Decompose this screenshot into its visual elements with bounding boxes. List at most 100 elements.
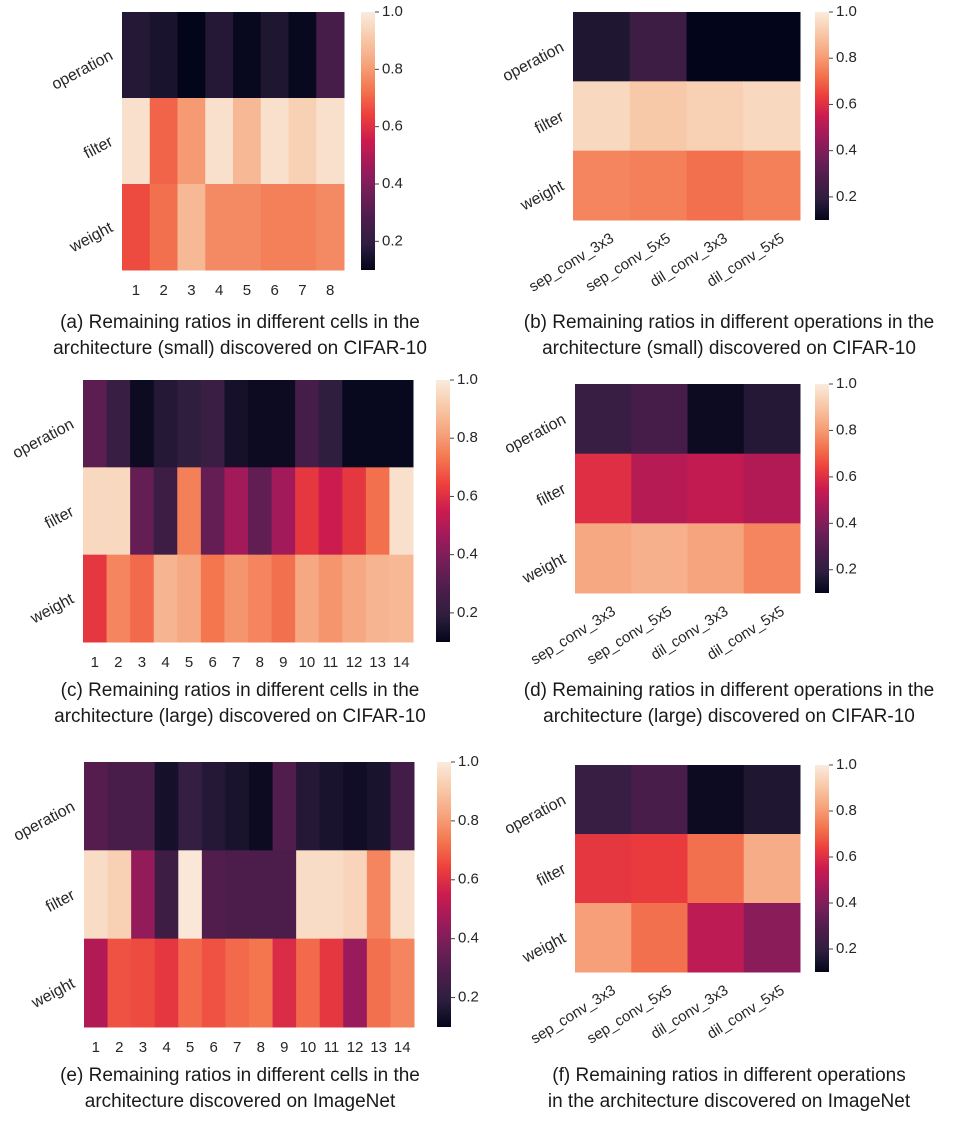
colorbar-tick-label-d-4: 1.0: [836, 375, 857, 392]
heatmap-cell-e-0-4: [178, 762, 203, 851]
heatmap-cell-e-0-5: [201, 762, 226, 851]
heatmap-cell-c-0-6: [224, 380, 249, 468]
colorbar-tick-label-c-2: 0.6: [457, 487, 478, 504]
heatmap-cell-c-0-10: [318, 380, 343, 468]
heatmap-cell-d-1-2: [687, 453, 745, 524]
heatmap-cell-a-1-1: [149, 98, 178, 185]
heatmap-cell-e-2-11: [343, 938, 368, 1028]
col-label-e-3: 4: [162, 1039, 170, 1056]
heatmap-cell-b-1-1: [629, 81, 687, 152]
heatmap-cell-f-2-1: [631, 903, 688, 973]
colorbar-b: [815, 12, 829, 220]
heatmap-cell-c-0-12: [365, 380, 390, 468]
colorbar-tick-label-a-3: 0.8: [382, 60, 403, 77]
heatmap-cell-c-1-6: [224, 467, 249, 556]
heatmap-cell-d-1-1: [631, 453, 688, 524]
heatmap-cell-d-1-3: [743, 453, 801, 524]
colorbar-e: [437, 762, 451, 1027]
heatmap-cell-e-0-8: [272, 762, 297, 851]
heatmap-cell-e-1-4: [178, 850, 203, 940]
heatmap-cell-c-0-13: [389, 380, 414, 468]
row-label-b-0: operation: [500, 39, 567, 85]
caption-b-line2: architecture (small) discovered on CIFAR…: [542, 338, 916, 359]
heatmap-cell-a-0-7: [316, 12, 345, 99]
col-label-e-8: 9: [280, 1039, 288, 1056]
heatmap-cell-e-2-9: [296, 938, 321, 1028]
heatmap-cell-c-2-5: [200, 554, 225, 643]
row-label-d-0: operation: [502, 411, 569, 457]
heatmap-cell-a-0-5: [260, 12, 289, 99]
col-label-c-5: 6: [208, 654, 216, 671]
colorbar-c: [436, 380, 450, 642]
col-label-a-1: 2: [159, 282, 167, 299]
col-label-c-11: 12: [346, 654, 363, 671]
col-label-c-0: 1: [91, 654, 99, 671]
heatmap-cell-b-0-2: [686, 12, 744, 82]
heatmap-cell-e-0-2: [131, 762, 156, 851]
heatmap-cell-b-2-0: [573, 150, 631, 221]
colorbar-tick-label-f-4: 1.0: [836, 756, 857, 773]
heatmap-cell-f-1-2: [687, 834, 745, 904]
heatmap-cell-c-2-12: [365, 554, 390, 643]
heatmap-cell-a-2-6: [288, 184, 317, 271]
caption-f-line1: (f) Remaining ratios in different operat…: [552, 1065, 906, 1086]
heatmap-cell-e-0-6: [225, 762, 250, 851]
heatmap-cell-c-0-3: [153, 380, 178, 468]
caption-c-line1: (c) Remaining ratios in different cells …: [60, 680, 420, 701]
caption-d: (d) Remaining ratios in different operat…: [480, 678, 978, 730]
heatmap-cell-c-2-2: [130, 554, 155, 643]
colorbar-tick-label-c-4: 1.0: [457, 371, 478, 388]
heatmap-cell-e-1-5: [201, 850, 226, 940]
col-label-e-12: 13: [370, 1039, 387, 1056]
caption-d-line1: (d) Remaining ratios in different operat…: [523, 680, 935, 701]
heatmap-cell-c-0-7: [248, 380, 273, 468]
heatmap-cell-e-0-12: [366, 762, 391, 851]
col-label-c-6: 7: [232, 654, 240, 671]
colorbar-tick-label-e-2: 0.6: [458, 871, 479, 888]
heatmap-cell-a-2-4: [233, 184, 262, 271]
heatmap-cell-a-2-0: [122, 184, 151, 271]
heatmap-cell-c-1-1: [106, 467, 131, 556]
row-label-f-2: weight: [519, 929, 569, 966]
col-label-e-7: 8: [257, 1039, 265, 1056]
heatmap-cell-c-1-3: [153, 467, 178, 556]
col-label-c-2: 3: [138, 654, 146, 671]
heatmap-cell-c-2-7: [248, 554, 273, 643]
heatmap-cell-a-1-3: [205, 98, 234, 185]
heatmap-cell-c-2-3: [153, 554, 178, 643]
heatmap-cell-c-0-5: [200, 380, 225, 468]
heatmap-cell-a-1-2: [177, 98, 206, 185]
col-label-c-1: 2: [114, 654, 122, 671]
caption-b-line1: (b) Remaining ratios in different operat…: [523, 312, 935, 333]
heatmap-cell-c-1-8: [271, 467, 296, 556]
heatmap-cell-e-1-8: [272, 850, 297, 940]
heatmap-cell-d-2-0: [575, 523, 632, 594]
heatmap-cell-b-2-3: [743, 150, 801, 221]
colorbar-tick-label-c-0: 0.2: [457, 604, 478, 621]
colorbar-tick-label-c-1: 0.4: [457, 546, 478, 563]
heatmap-cell-a-0-1: [149, 12, 178, 99]
row-label-a-2: weight: [66, 219, 116, 256]
col-label-e-10: 11: [324, 1039, 340, 1056]
heatmap-cell-e-2-4: [178, 938, 203, 1028]
caption-b: (b) Remaining ratios in different operat…: [480, 310, 978, 362]
heatmap-cell-a-2-3: [205, 184, 234, 271]
col-label-a-5: 6: [270, 282, 278, 299]
heatmap-cell-a-0-0: [122, 12, 151, 99]
heatmap-cell-e-2-6: [225, 938, 250, 1028]
caption-c-line2: architecture (large) discovered on CIFAR…: [54, 706, 426, 727]
caption-d-line2: architecture (large) discovered on CIFAR…: [543, 706, 915, 727]
heatmap-cell-f-1-3: [743, 834, 801, 904]
colorbar-tick-label-c-3: 0.8: [457, 429, 478, 446]
caption-a: (a) Remaining ratios in different cells …: [0, 310, 480, 362]
colorbar-tick-label-a-1: 0.4: [382, 175, 403, 192]
colorbar-tick-label-d-1: 0.4: [836, 514, 857, 531]
heatmap-cell-c-1-4: [177, 467, 202, 556]
heatmap-cell-d-1-0: [575, 453, 632, 524]
colorbar-f: [815, 765, 829, 972]
heatmap-cell-c-0-4: [177, 380, 202, 468]
heatmap-cell-e-2-7: [249, 938, 274, 1028]
heatmap-cell-e-2-0: [84, 938, 109, 1028]
heatmap-cell-c-2-8: [271, 554, 296, 643]
